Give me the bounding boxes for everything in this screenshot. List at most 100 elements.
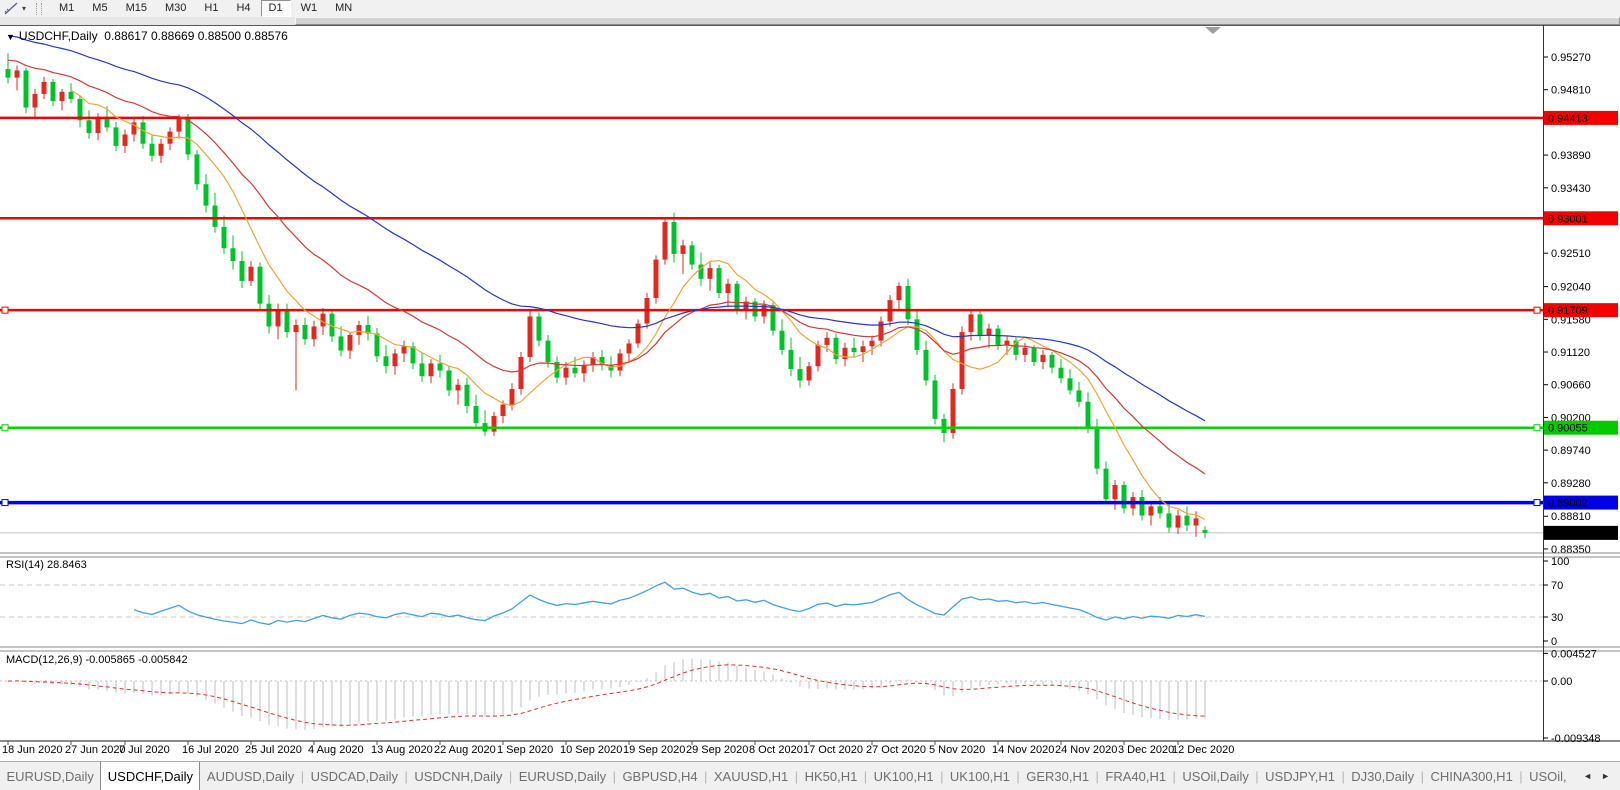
chart-hscrollbar[interactable]	[0, 17, 1620, 25]
symbol-tabbar: EURUSD,Daily USDCHF,Daily AUDUSD,Daily | USD…	[0, 761, 1620, 790]
symbol-tab-uk100-h1[interactable]: UK100,H1	[873, 768, 934, 784]
symbol-tab-usoil-[interactable]: USOil,	[1529, 768, 1567, 784]
hline-handle[interactable]	[1, 424, 9, 432]
rsi-axis-tick: 0	[1551, 636, 1557, 648]
tab-scroll-right-icon[interactable]: ►	[1601, 771, 1610, 781]
price-badge-0.88576: 0.88576	[1544, 525, 1618, 540]
price-axis-strip	[1544, 25, 1620, 741]
rsi-axis-tick: 100	[1551, 556, 1569, 568]
symbol-tab-uk100-h1[interactable]: UK100,H1	[949, 768, 1010, 784]
svg-text:0.90055: 0.90055	[1548, 423, 1588, 435]
timeframe-button-m1[interactable]: M1	[59, 2, 75, 14]
tab-scroll-left-icon[interactable]: ◄	[1583, 771, 1593, 781]
rsi-axis-tick: 70	[1551, 580, 1563, 592]
symbol-tab-dj30-daily[interactable]: DJ30,Daily	[1351, 768, 1415, 784]
macd-axis-tick: 0.004527	[1551, 648, 1597, 660]
symbol-tab-ger30-h1[interactable]: GER30,H1	[1026, 768, 1090, 784]
symbol-tab-xauusd-h1[interactable]: XAUUSD,H1	[713, 768, 789, 784]
line-study-cursor-icon[interactable]	[4, 2, 20, 15]
date-axis-label: 10 Sep 2020	[560, 744, 622, 756]
line-tool-group[interactable]: ▾	[0, 2, 30, 15]
chart-collapse-icon[interactable]: ▼	[6, 32, 15, 42]
date-axis-label: 25 Jul 2020	[245, 744, 302, 756]
macd-axis-tick: 0.00	[1551, 676, 1572, 688]
price-axis-tick: 0.93890	[1551, 150, 1591, 162]
date-axis-label: 18 Jun 2020	[2, 744, 63, 756]
date-axis-label: 5 Nov 2020	[929, 744, 985, 756]
symbol-tab-gbpusd-h4[interactable]: GBPUSD,H4	[622, 768, 698, 784]
chart-background[interactable]	[0, 25, 1620, 761]
tab-divider: |	[704, 768, 708, 784]
price-axis-tick: 0.94810	[1551, 85, 1591, 97]
price-axis-tick: 0.92510	[1551, 248, 1591, 260]
date-axis-label: 13 Aug 2020	[371, 744, 433, 756]
svg-text:0.93001: 0.93001	[1548, 213, 1588, 225]
chart-shift-marker[interactable]	[1205, 27, 1221, 34]
date-axis-label: 17 Oct 2020	[803, 744, 863, 756]
macd-histogram	[7, 658, 1206, 731]
symbol-tab-eurusd-daily[interactable]: EURUSD,Daily	[518, 768, 607, 784]
svg-text:0.88576: 0.88576	[1548, 528, 1588, 540]
tab-divider: |	[508, 768, 513, 784]
timeframe-button-w1[interactable]: W1	[300, 2, 318, 14]
timeframe-button-d1[interactable]: D1	[260, 0, 291, 17]
tab-divider: |	[300, 768, 305, 784]
hscrollbar-thumb[interactable]	[295, 17, 1620, 25]
tab-divider: |	[940, 768, 944, 784]
date-axis-label: 24 Nov 2020	[1055, 744, 1117, 756]
timeframe-button-h1[interactable]: H1	[204, 2, 219, 14]
date-axis-label: 8 Oct 2020	[749, 744, 803, 756]
symbol-tab-fra40-h1[interactable]: FRA40,H1	[1105, 768, 1167, 784]
candlesticks	[5, 53, 1208, 539]
symbol-tab-usoil-daily[interactable]: USOil,Daily	[1182, 768, 1249, 784]
chart-ohlc-values: 0.88617 0.88669 0.88500 0.88576	[104, 29, 288, 43]
price-axis-tick: 0.90660	[1551, 380, 1591, 392]
macd-indicator-label: MACD(12,26,9) -0.005865 -0.005842	[6, 654, 188, 666]
date-axis-label: 19 Sep 2020	[623, 744, 685, 756]
date-axis-label: 29 Sep 2020	[686, 744, 748, 756]
ma-sma-8	[70, 89, 1206, 520]
price-badge-0.91709: 0.91709	[1544, 303, 1618, 318]
symbol-tab-usdcnh-daily[interactable]: USDCNH,Daily	[414, 768, 503, 784]
symbol-tab-audusd-daily[interactable]: AUDUSD,Daily	[206, 768, 295, 784]
tool-dropdown-arrow[interactable]: ▾	[22, 4, 27, 13]
symbol-tab-eurusd-daily[interactable]: EURUSD,Daily	[6, 768, 94, 784]
price-badge-0.94413: 0.94413	[1544, 110, 1618, 125]
tab-divider: |	[794, 768, 799, 784]
timeframe-button-m30[interactable]: M30	[164, 2, 187, 14]
timeframe-button-m5[interactable]: M5	[92, 2, 108, 14]
hline-handle[interactable]	[1533, 499, 1541, 507]
timeframe-button-h4[interactable]: H4	[236, 2, 251, 14]
symbol-tab-usdchf-daily[interactable]: USDCHF,Daily	[100, 762, 201, 790]
tab-divider: |	[1016, 768, 1020, 784]
ma-ema-45	[7, 34, 1206, 422]
price-axis-tick: 0.91120	[1551, 347, 1590, 359]
symbol-tab-usdcad-daily[interactable]: USDCAD,Daily	[310, 768, 399, 784]
hline-support-green[interactable]	[0, 424, 1543, 432]
hline-support-blue[interactable]	[0, 499, 1543, 507]
date-axis-label: 27 Oct 2020	[866, 744, 926, 756]
top-toolbar: ▾ M1 M5 M15 M30 H1 H4 D1 W1 MN	[0, 0, 1620, 18]
price-badge-0.89002: 0.89002	[1544, 495, 1618, 510]
svg-text:0.89002: 0.89002	[1548, 498, 1588, 510]
hline-handle[interactable]	[1, 306, 9, 314]
hline-handle[interactable]	[1533, 424, 1541, 432]
price-badge-0.90055: 0.90055	[1544, 420, 1618, 435]
price-axis-tick: 0.89740	[1551, 445, 1591, 457]
svg-text:0.94413: 0.94413	[1548, 113, 1588, 125]
tab-divider: |	[404, 768, 408, 784]
hline-handle[interactable]	[1, 499, 9, 507]
timeframe-button-m15[interactable]: M15	[125, 2, 147, 14]
date-axis-label: 22 Aug 2020	[434, 744, 496, 756]
symbol-tab-usdjpy-h1[interactable]: USDJPY,H1	[1265, 768, 1335, 784]
hline-handle[interactable]	[1533, 306, 1541, 314]
symbol-tab-china300-h1[interactable]: CHINA300,H1	[1430, 768, 1513, 784]
timeframe-button-mn[interactable]: MN	[335, 2, 353, 14]
rsi-indicator-label: RSI(14) 28.8463	[6, 559, 87, 571]
symbol-tab-hk50-h1[interactable]: HK50,H1	[804, 768, 858, 784]
hline-resistance-3[interactable]	[0, 306, 1543, 314]
chart-symbol-period: USDCHF,Daily	[18, 29, 98, 43]
tab-divider: |	[863, 768, 868, 784]
